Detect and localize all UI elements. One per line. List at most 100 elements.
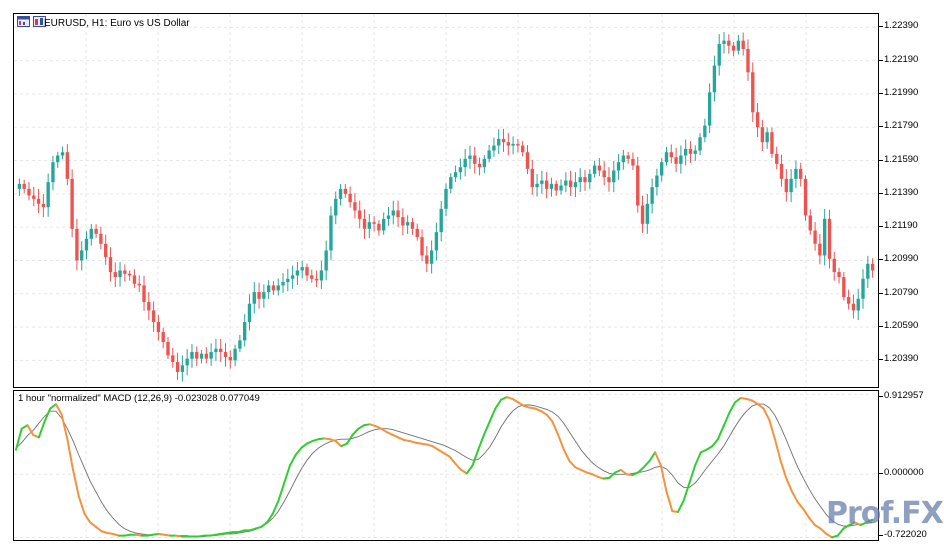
candle-body <box>420 237 424 256</box>
candle <box>540 170 544 194</box>
macd-segment <box>300 442 309 449</box>
candle <box>870 258 875 278</box>
candle <box>832 251 836 281</box>
macd-segment <box>779 460 788 480</box>
candle <box>693 145 697 161</box>
macd-segment <box>859 521 868 527</box>
macd-segment <box>260 521 269 528</box>
candle <box>290 265 295 289</box>
macd-segment <box>665 490 674 513</box>
candle-body <box>353 202 357 211</box>
candle-body <box>506 142 510 146</box>
candle <box>56 151 60 168</box>
candle <box>799 162 803 187</box>
macd-indicator-canvas[interactable] <box>14 391 878 540</box>
candle-body <box>17 183 22 189</box>
macd-segment <box>654 451 662 467</box>
candle <box>70 169 74 238</box>
macd-segment <box>351 427 360 436</box>
macd-segment <box>60 413 69 441</box>
price-chart-canvas[interactable] <box>14 14 878 387</box>
macd-segment <box>768 418 776 441</box>
macd-indicator-pane[interactable] <box>13 390 879 541</box>
candle <box>319 260 324 290</box>
candle-body <box>856 298 860 311</box>
candle <box>631 152 635 171</box>
candle-body <box>683 148 688 156</box>
candle-body <box>70 178 74 229</box>
candle-body <box>525 152 530 169</box>
macd-segment <box>728 401 737 414</box>
candle <box>199 349 204 364</box>
candle <box>794 160 798 189</box>
price-axis[interactable]: 1.22390 1.22190 1.21990 1.21790 1.21590 1.213… <box>879 13 941 388</box>
macd-segment <box>357 424 366 430</box>
macd-segment <box>751 399 759 406</box>
macd-segment <box>853 521 862 527</box>
candle-body <box>310 275 314 279</box>
candle-body <box>832 258 836 273</box>
candle-body <box>698 137 702 151</box>
candle <box>75 218 79 271</box>
candle-body <box>770 132 774 154</box>
price-tick-label: 1.21790 <box>884 120 919 132</box>
candle <box>535 173 539 197</box>
candle-body <box>89 228 93 239</box>
candle-body <box>439 208 443 233</box>
candle <box>679 145 683 174</box>
candle-body <box>741 40 745 49</box>
candle-body <box>142 285 146 303</box>
candle-body <box>41 203 46 208</box>
signal-line <box>15 403 873 537</box>
candle <box>727 34 731 54</box>
macd-segment <box>89 521 97 528</box>
price-tick-mark <box>879 126 883 128</box>
candle-body <box>429 250 434 264</box>
macd-segment <box>619 468 628 476</box>
candle-body <box>794 168 798 179</box>
candle <box>731 41 736 57</box>
candle-body <box>425 255 429 264</box>
candle <box>89 223 93 246</box>
candle-body <box>113 272 117 278</box>
candle <box>439 200 443 242</box>
candle <box>338 184 343 206</box>
candle <box>65 144 70 186</box>
candle <box>837 267 841 284</box>
macd-segment <box>568 460 577 469</box>
macd-segment <box>477 433 485 451</box>
indicator-tick-mark <box>879 535 883 536</box>
candle <box>775 146 779 170</box>
candle <box>554 180 558 196</box>
candle-body <box>204 353 209 359</box>
candle-body <box>818 243 822 256</box>
candle-body <box>175 362 180 373</box>
candle-body <box>535 183 539 188</box>
candle-body <box>123 270 127 274</box>
candle-body <box>554 183 558 191</box>
macd-segment <box>437 448 445 455</box>
candle-body <box>36 198 41 204</box>
candle <box>228 350 232 369</box>
candle-body <box>458 167 463 173</box>
price-chart-pane[interactable] <box>13 13 879 388</box>
candle <box>295 261 300 285</box>
macd-segment <box>494 398 503 410</box>
indicator-axis[interactable]: 0.912957 0.000000 -0.722020 <box>879 390 941 541</box>
candle <box>698 133 702 156</box>
macd-segment <box>15 427 23 451</box>
price-tick-label: 1.21190 <box>884 220 918 232</box>
candle-body <box>511 143 515 146</box>
candle <box>51 155 55 191</box>
macd-segment <box>591 473 600 478</box>
macd-segment <box>26 424 35 436</box>
candle <box>650 178 654 214</box>
macd-segment <box>271 499 280 515</box>
candle <box>660 158 664 182</box>
candle <box>123 264 127 282</box>
candle-body <box>736 40 741 51</box>
candle <box>252 282 256 314</box>
candle-body <box>247 303 252 323</box>
candle <box>549 177 554 197</box>
candle <box>827 209 832 269</box>
